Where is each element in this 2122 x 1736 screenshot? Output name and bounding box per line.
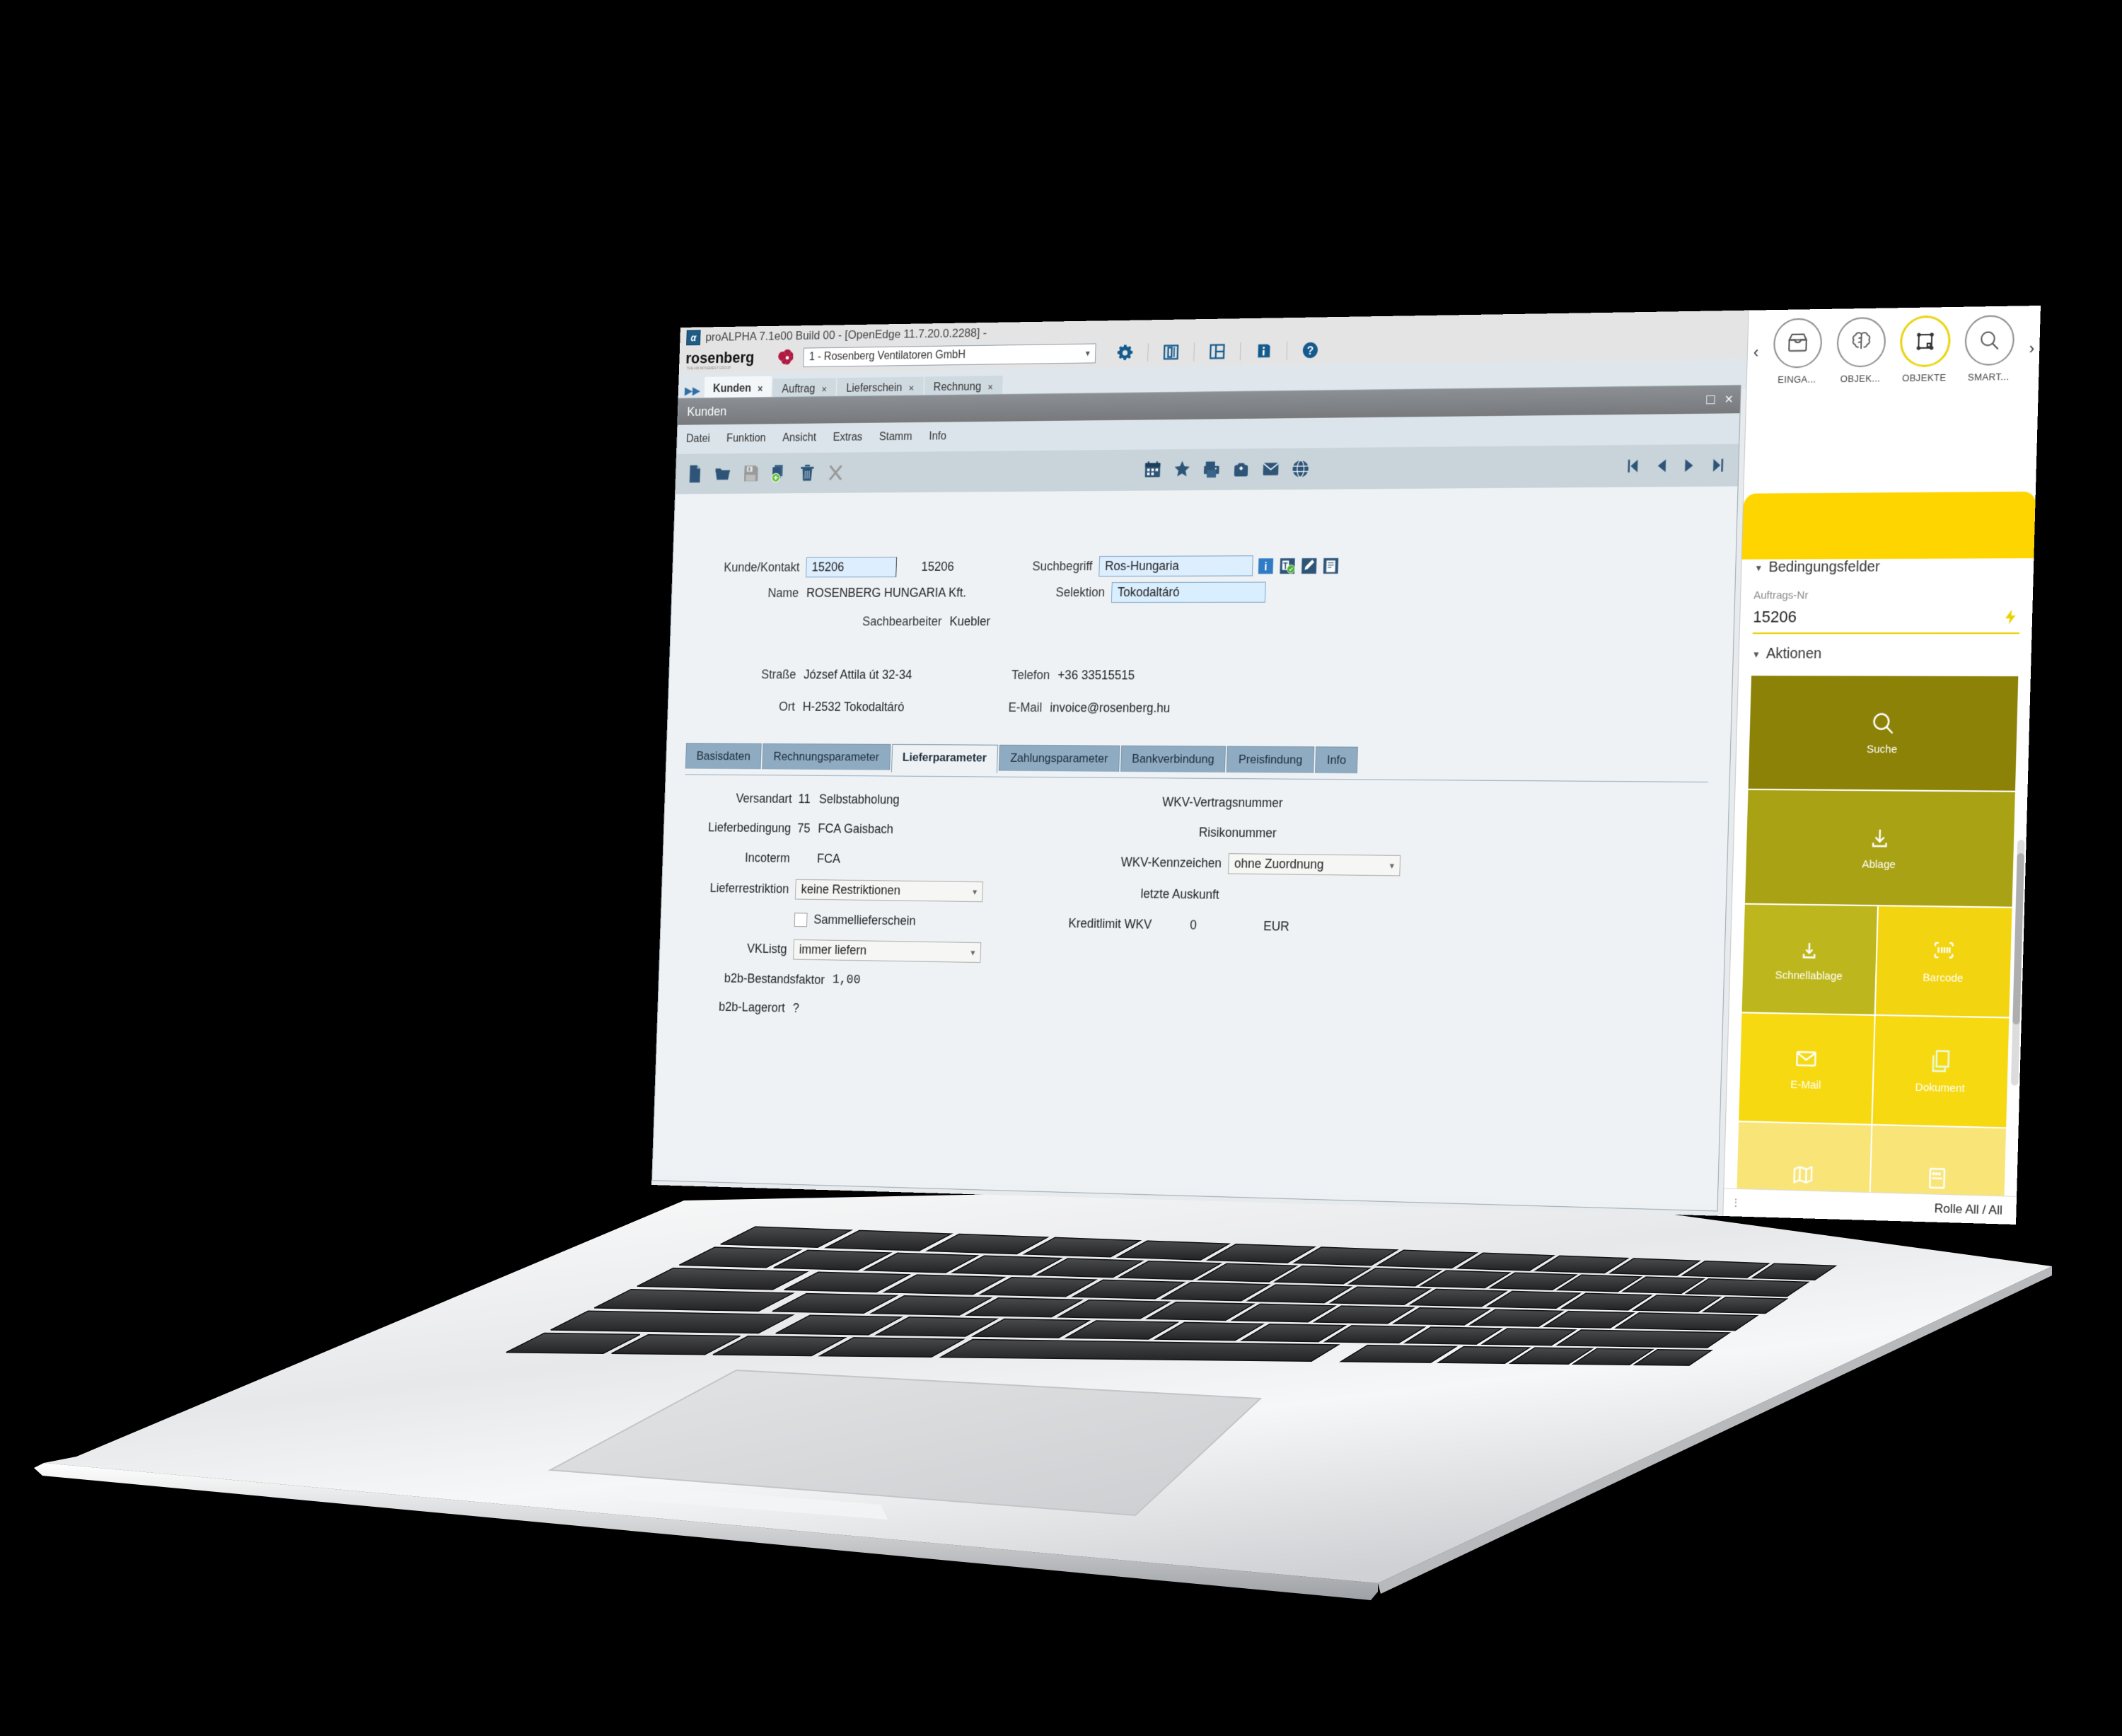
svg-text:?: ? <box>1306 345 1314 358</box>
svg-text:THE AIR MOVEMENT GROUP: THE AIR MOVEMENT GROUP <box>687 366 731 370</box>
svg-text:i: i <box>1264 560 1268 574</box>
svg-text:rosenberg: rosenberg <box>685 349 755 367</box>
